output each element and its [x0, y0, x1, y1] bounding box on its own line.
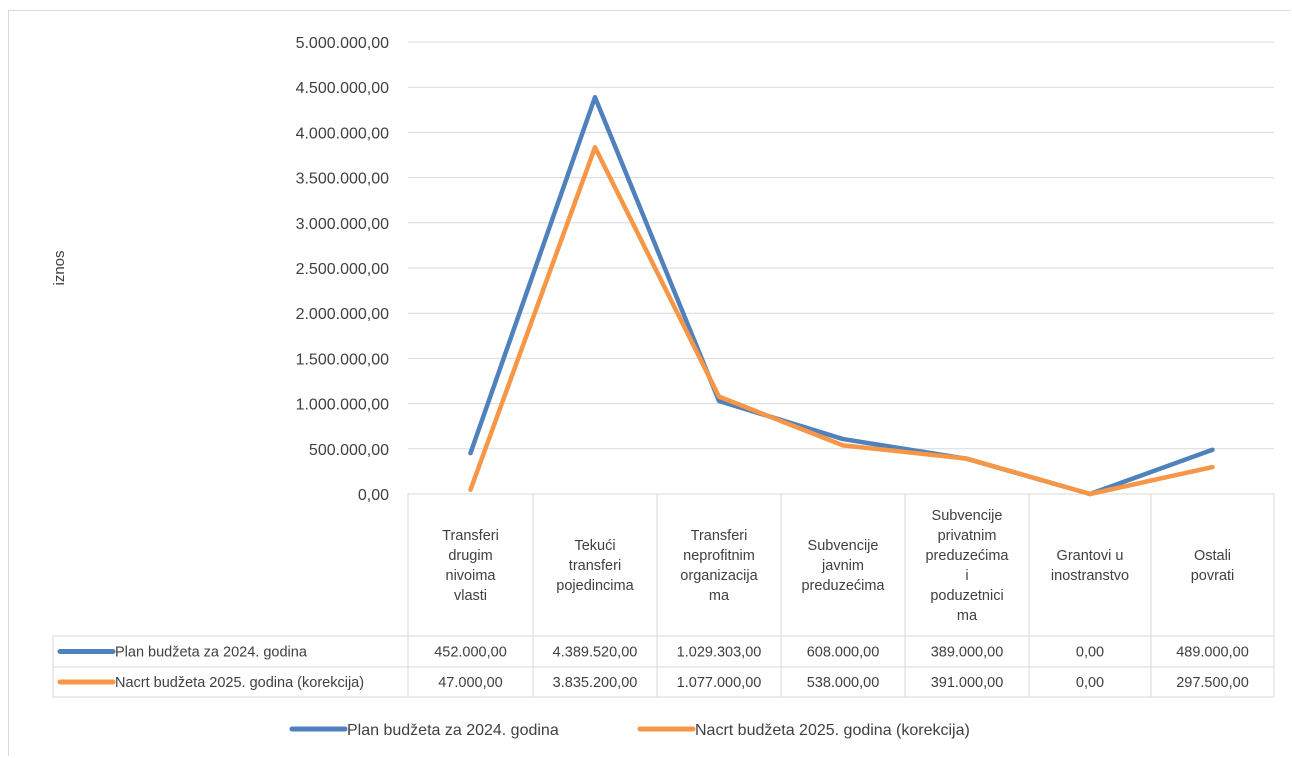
table-value: 47.000,00: [438, 675, 503, 691]
category-label: Ostali: [1194, 548, 1231, 564]
category-label: neprofitnim: [683, 548, 755, 564]
table-series-name: Plan budžeta za 2024. godina: [115, 645, 308, 661]
category-label: Grantovi u: [1057, 548, 1124, 564]
category-label: javnim: [821, 558, 864, 574]
category-label: drugim: [448, 548, 492, 564]
y-tick-label: 3.500.000,00: [296, 171, 390, 188]
category-label: preduzećima: [925, 548, 1009, 564]
y-tick-label: 500.000,00: [309, 442, 389, 459]
category-label: i: [965, 568, 968, 584]
y-tick-label: 1.500.000,00: [296, 351, 390, 368]
y-axis-tick-labels: 0,00 500.000,00 1.000.000,00 1.500.000,00 2.…: [296, 35, 390, 504]
category-label: ma: [957, 608, 978, 624]
category-label: ma: [709, 588, 730, 604]
table-value: 297.500,00: [1176, 675, 1249, 691]
y-tick-label: 4.500.000,00: [296, 80, 390, 97]
table-value: 608.000,00: [807, 645, 880, 661]
category-label: Transferi: [691, 528, 748, 544]
series-line-2: [468, 145, 1215, 497]
series-lines: [468, 94, 1215, 497]
legend: Plan budžeta za 2024. godina Nacrt budžet…: [289, 722, 970, 739]
category-label: vlasti: [454, 588, 487, 604]
gridlines: [408, 41, 1274, 495]
category-label: pojedincima: [556, 578, 634, 594]
series-line-1: [468, 94, 1215, 497]
category-label: preduzećima: [801, 578, 885, 594]
category-label: Subvencije: [932, 508, 1003, 524]
category-label: Transferi: [442, 528, 499, 544]
table-value: 1.077.000,00: [677, 675, 762, 691]
table-value: 389.000,00: [931, 645, 1004, 661]
y-tick-label: 4.000.000,00: [296, 125, 390, 142]
table-value: 3.835.200,00: [553, 675, 638, 691]
table-value: 4.389.520,00: [553, 645, 638, 661]
y-tick-label: 5.000.000,00: [296, 35, 390, 52]
table-value: 0,00: [1076, 675, 1104, 691]
category-label: organizacija: [680, 568, 758, 584]
category-label: Subvencije: [808, 538, 879, 554]
y-tick-label: 2.000.000,00: [296, 306, 390, 323]
category-label: inostranstvo: [1051, 568, 1129, 584]
table-value: 489.000,00: [1176, 645, 1249, 661]
category-label: nivoima: [446, 568, 497, 584]
data-table: Transferi drugim nivoima vlasti Tekući transf…: [52, 494, 1275, 698]
table-value: 0,00: [1076, 645, 1104, 661]
chart-frame: [8, 10, 1290, 756]
category-label: transferi: [569, 558, 621, 574]
category-label: povrati: [1191, 568, 1235, 584]
y-tick-label: 3.000.000,00: [296, 216, 390, 233]
table-value: 391.000,00: [931, 675, 1004, 691]
legend-label: Plan budžeta za 2024. godina: [347, 722, 559, 739]
table-series-name: Nacrt budžeta 2025. godina (korekcija): [115, 675, 364, 691]
y-tick-label: 2.500.000,00: [296, 261, 390, 278]
category-label: Tekući: [574, 538, 615, 554]
y-axis-title: iznos: [51, 250, 68, 285]
table-value: 452.000,00: [434, 645, 507, 661]
legend-label: Nacrt budžeta 2025. godina (korekcija): [695, 722, 970, 739]
table-value: 538.000,00: [807, 675, 880, 691]
category-label: privatnim: [938, 528, 997, 544]
table-value: 1.029.303,00: [677, 645, 762, 661]
category-label: poduzetnici: [930, 588, 1003, 604]
y-tick-label: 0,00: [358, 487, 389, 504]
y-tick-label: 1.000.000,00: [296, 397, 390, 414]
